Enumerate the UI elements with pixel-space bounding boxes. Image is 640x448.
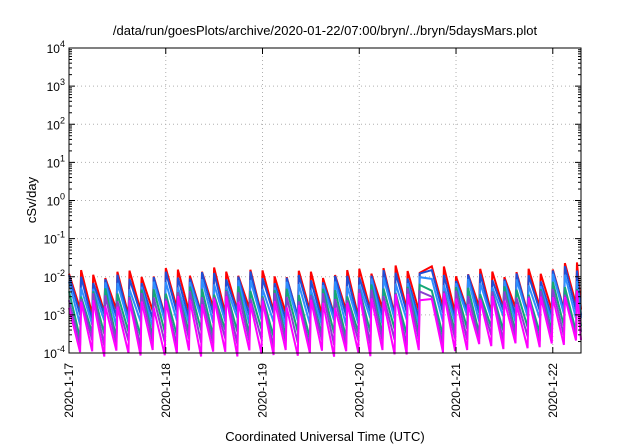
series-line — [68, 290, 582, 357]
y-tick-label: 100 — [47, 192, 65, 209]
y-tick-label: 103 — [47, 77, 65, 94]
x-axis-title: Coordinated Universal Time (UTC) — [225, 429, 424, 444]
series-lines — [68, 262, 582, 357]
y-axis-title: cSv/day — [24, 176, 39, 223]
x-axis-ticks: 2020-1-17 2020-1-18 2020-1-19 2020-1-20 2020… — [62, 48, 560, 418]
y-axis-ticks: 10-4 10-3 10-2 10-1 100 101 102 103 104 — [44, 39, 581, 361]
x-tick-label: 2020-1-19 — [256, 363, 270, 418]
y-tick-label: 10-3 — [44, 306, 65, 323]
x-tick-label: 2020-1-21 — [449, 363, 463, 418]
x-tick-label: 2020-1-17 — [62, 363, 76, 418]
y-tick-label: 102 — [47, 115, 65, 132]
x-tick-label: 2020-1-20 — [352, 363, 366, 418]
x-tick-label: 2020-1-18 — [159, 363, 173, 418]
x-tick-label: 2020-1-22 — [546, 363, 560, 418]
y-tick-label: 10-1 — [44, 230, 65, 247]
chart-title: /data/run/goesPlots/archive/2020-01-22/0… — [113, 23, 538, 38]
y-tick-label: 10-4 — [44, 344, 65, 361]
y-tick-label: 101 — [47, 153, 65, 170]
y-tick-label: 104 — [47, 39, 65, 56]
y-tick-label: 10-2 — [44, 268, 65, 285]
